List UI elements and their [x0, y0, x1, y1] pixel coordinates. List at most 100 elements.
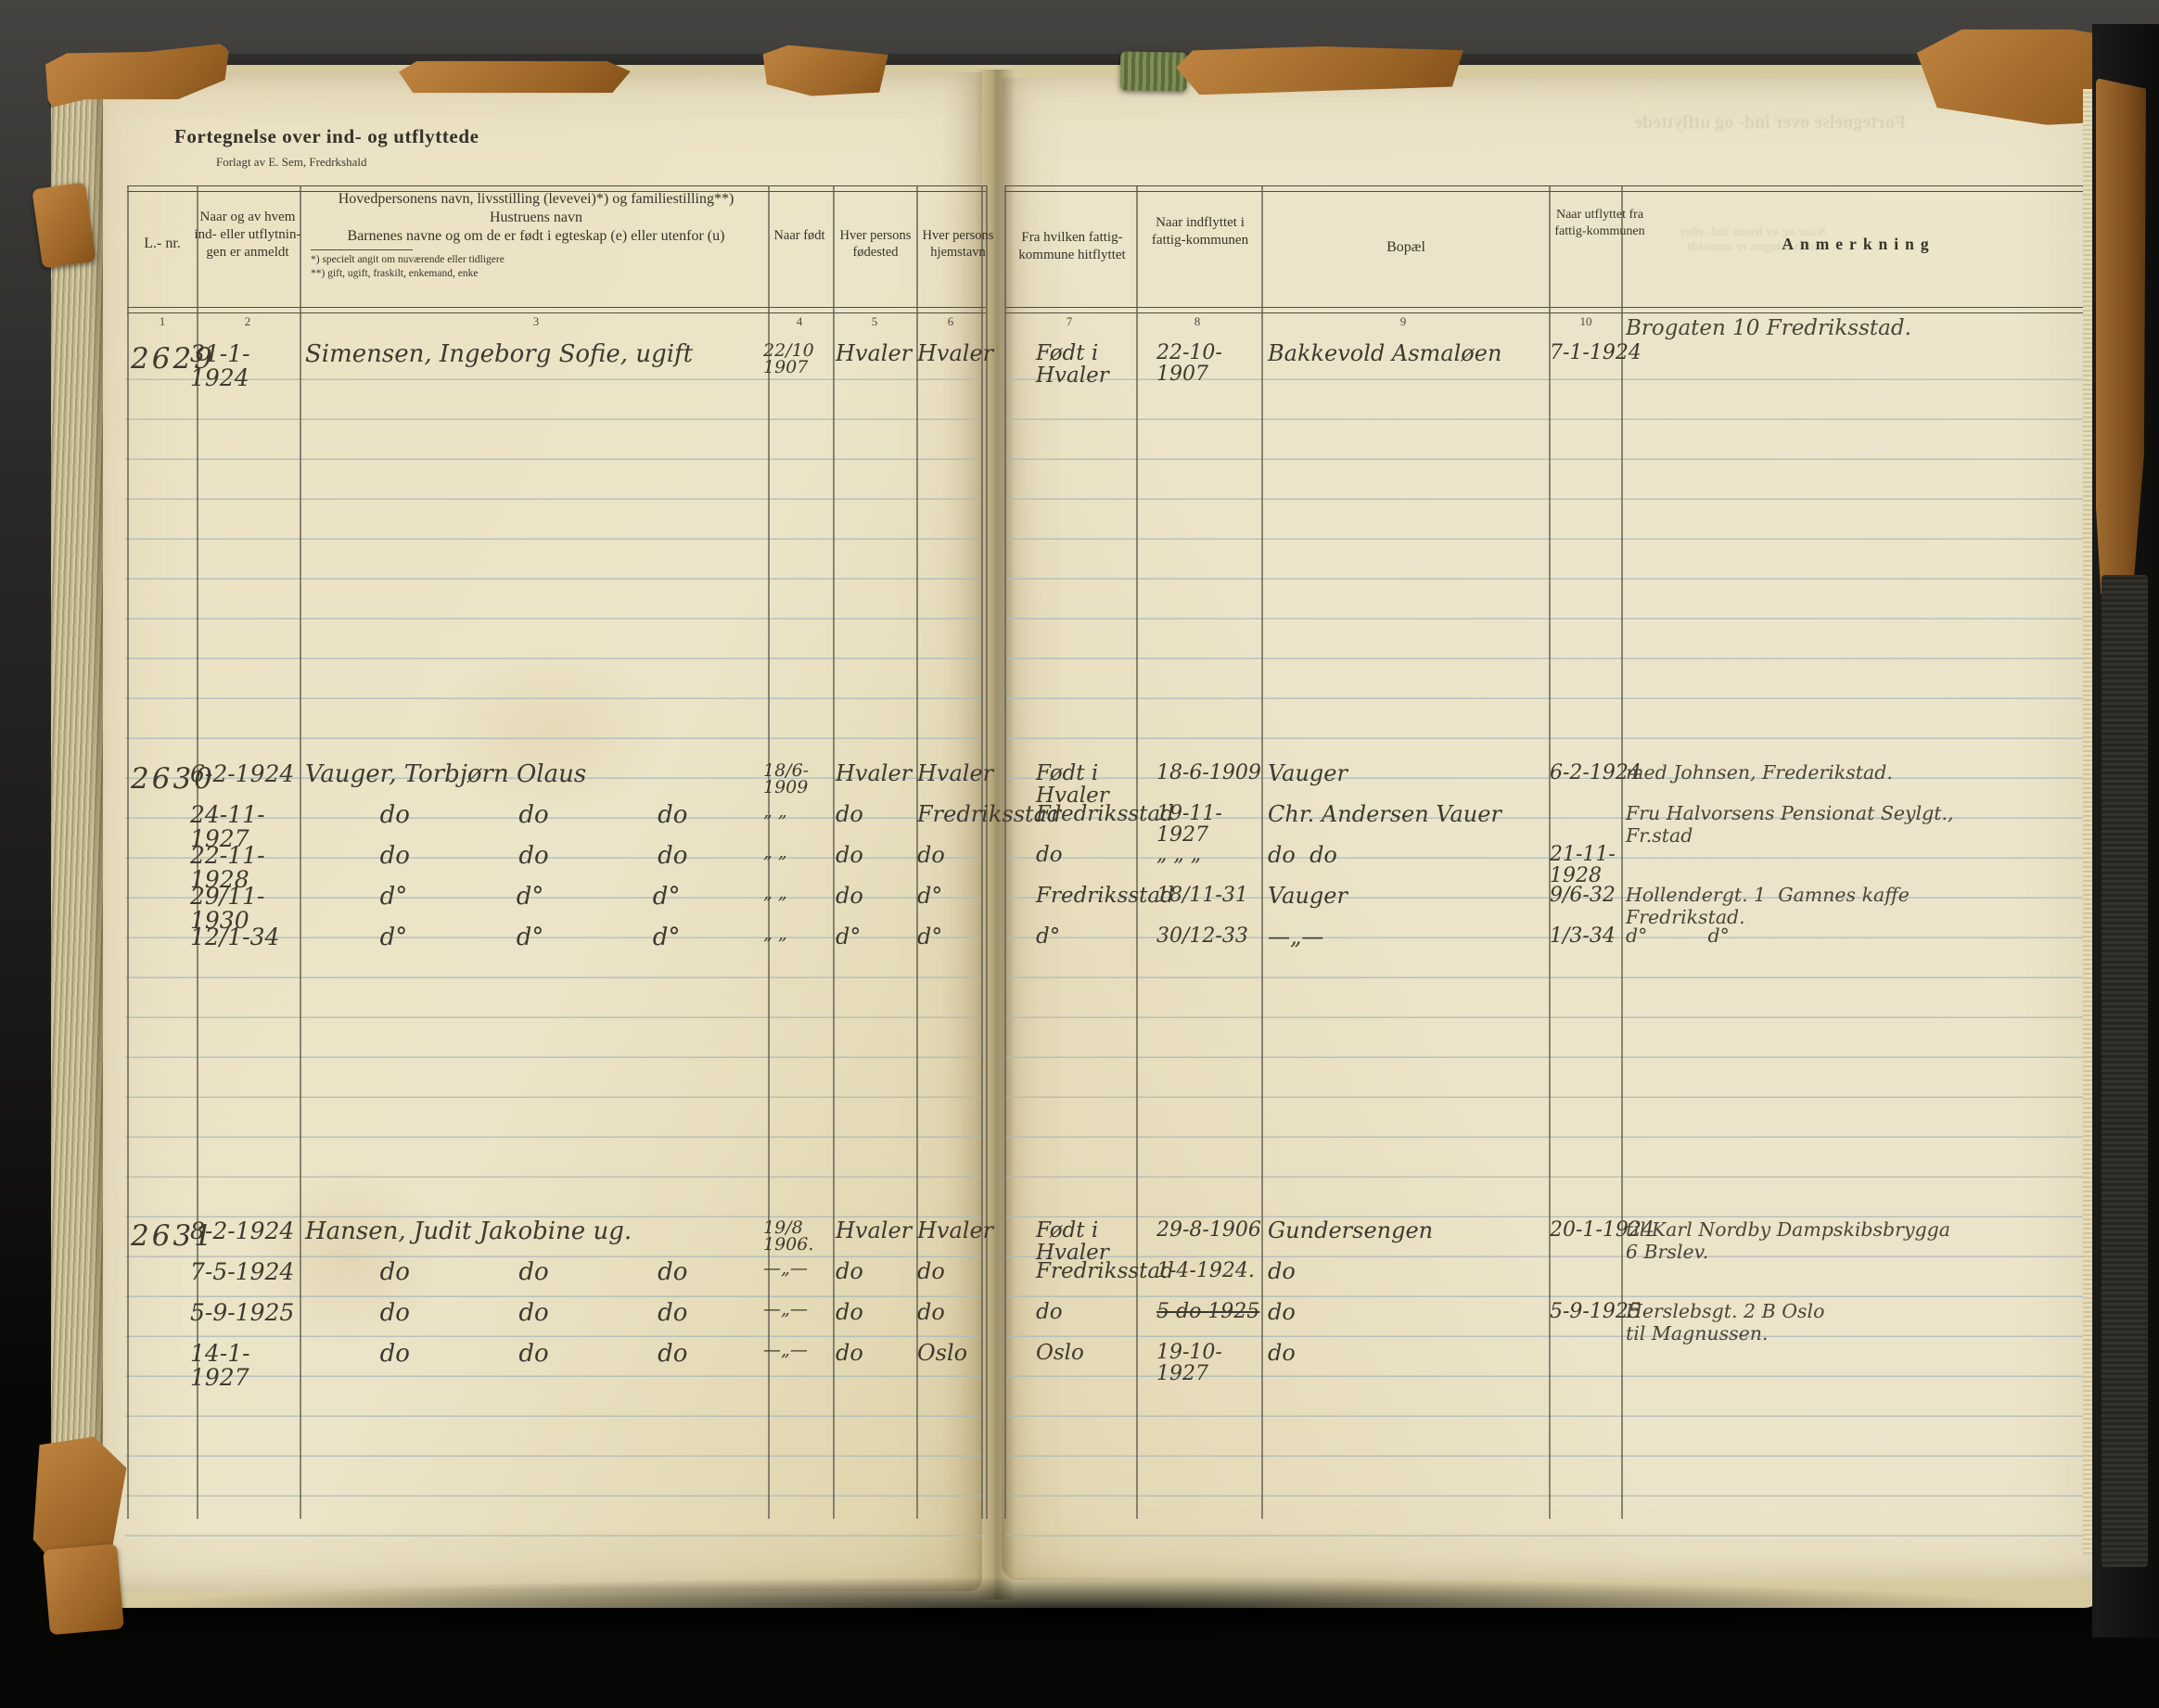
entry-cell-anm: Hollendergt. 1 Gamnes kaffe Fredrikstad.	[1626, 884, 1910, 928]
entry-cell-hjemstavn: do	[917, 1258, 945, 1284]
entry-cell-bopael: Chr. Andersen Vauer	[1268, 801, 1501, 827]
entry-cell-anmeldt: 29/11-1930	[190, 883, 265, 935]
entry-lnr: 2629	[131, 342, 215, 376]
register-spread: Fortegnelse over ind- og utflyttede Forl…	[97, 70, 2101, 1609]
entry-cell-fodt: „ „	[763, 842, 787, 862]
entry-cell-fra: Født i Hvaler	[1036, 1218, 1109, 1266]
entry-cell-fodested: Hvaler	[836, 760, 913, 786]
entry-cell-bopael: do	[1268, 1340, 1296, 1366]
entry-cell-anmeldt: 8-2-1924	[190, 1217, 295, 1244]
entry-line: 8-2-1924 Hansen, Judit Jakobine ug. 19/8 1…	[97, 1217, 2101, 1264]
entry-cell-bopael: —„—	[1268, 924, 1324, 950]
column-header-hustru: Hustruens navn	[490, 210, 582, 225]
entry-line: 5-9-1925 do do do —„— do do do 5 do 1925 do 5-9-…	[97, 1299, 2101, 1344]
entry-cell-fodt: „ „	[763, 801, 787, 822]
entry-cell-bopael: Gundersengen	[1268, 1217, 1434, 1243]
entry-line: 29/11-1930 d° d° d° „ „ do d° Fredriksstad 18/…	[97, 883, 2101, 933]
entry-cell-hjemstavn: d°	[917, 924, 943, 950]
footnote-1: *) specielt angit om nuværende eller tid…	[311, 254, 505, 265]
entry-cell-fra: do	[1036, 843, 1063, 867]
entry-cell-anmeldt: 12/1-34	[190, 924, 280, 950]
entry-line: 24-11-1927 do do do „ „ do Fredriksstad Fredr…	[97, 801, 2101, 851]
column-divider-line	[986, 185, 988, 1519]
footnote-2: **) gift, ugift, fraskilt, enkemand, enk…	[311, 267, 479, 279]
entry-cell-navn: Simensen, Ingeborg Sofie, ugift	[305, 340, 694, 368]
entry-cell-fodt: —„—	[763, 1258, 808, 1279]
column-header-fra-kommune: Fra hvilken fattig-kommune hitflyttet	[1018, 230, 1126, 262]
entry-cell-bopael: Bakkevold Asmaløen	[1268, 340, 1502, 366]
entry-cell-fra: Født i Hvaler	[1036, 341, 1109, 389]
entry-cell-ind: „ „ „	[1156, 843, 1202, 866]
register-entry: 2630 6-2-1924 Vauger, Torbjørn Olaus 18/6-1…	[97, 760, 2101, 964]
entry-cell-utflyttet: 6-2-1924	[1550, 761, 1642, 784]
entry-line: 6-2-1924 Vauger, Torbjørn Olaus 18/6-1909 H…	[97, 760, 2101, 807]
entry-cell-fra: do	[1036, 1300, 1063, 1324]
entry-cell-anmeldt: 31-1-1924	[190, 340, 250, 392]
entry-lnr: 2631	[131, 1219, 215, 1253]
entry-cell-anmeldt: 24-11-1927	[190, 801, 265, 853]
binding-tape-striped	[1119, 51, 1188, 92]
entry-cell-ind: 30/12-33	[1156, 924, 1248, 948]
book-shadow	[121, 1576, 2059, 1641]
entry-cell-hjemstavn: Fredriksstad	[917, 801, 1062, 827]
entry-cell-navn: d° d° d°	[379, 924, 681, 951]
entry-cell-fra: Fredriksstad	[1036, 884, 1174, 908]
entry-cell-bopael: Vauger	[1268, 760, 1348, 786]
entry-cell-ind: 1-4-1924.	[1156, 1259, 1255, 1282]
column-divider-line	[1136, 185, 1138, 1519]
column-number-5: 5	[871, 314, 878, 328]
entry-cell-fodt: „ „	[763, 883, 787, 903]
column-number-3: 3	[532, 314, 540, 328]
column-divider-line	[768, 185, 770, 1519]
column-header-fodt: Naar født	[773, 228, 825, 243]
entry-line: 31-1-1924 Simensen, Ingeborg Sofie, ugift…	[97, 316, 2101, 390]
column-number-8: 8	[1194, 314, 1201, 328]
entry-line: 7-5-1924 do do do —„— do do Fredriksstad 1-4-1…	[97, 1258, 2101, 1299]
footnote-divider	[311, 249, 413, 250]
entry-cell-navn: Vauger, Torbjørn Olaus	[305, 760, 587, 788]
column-header-lnr: L.- nr.	[144, 236, 181, 251]
column-number-2: 2	[244, 314, 251, 328]
column-divider-line	[1004, 185, 1006, 1519]
entry-cell-hjemstavn: Hvaler	[917, 760, 994, 786]
column-number-9: 9	[1399, 314, 1407, 328]
column-divider-line	[916, 185, 918, 1519]
entry-cell-anm: til Karl Nordby Dampskibsbrygga 6 Brslev…	[1626, 1218, 1951, 1263]
entry-cell-hjemstavn: d°	[917, 883, 943, 909]
entry-cell-anm: med Johnsen, Frederikstad.	[1626, 761, 1893, 784]
entry-cell-navn: do do do	[379, 1340, 688, 1368]
entry-cell-fodested: do	[836, 1258, 863, 1284]
entry-cell-hjemstavn: Hvaler	[917, 1217, 994, 1243]
entry-line: 22-11-1928 do do do „ „ do do do „ „ „ do do 21-…	[97, 842, 2101, 892]
entry-cell-fodested: Hvaler	[836, 340, 913, 366]
entry-cell-utflyttet: 5-9-1925	[1550, 1300, 1642, 1323]
entry-cell-ind: 18-6-1909	[1156, 761, 1261, 784]
entry-cell-fra: Oslo	[1036, 1341, 1084, 1365]
entry-cell-hjemstavn: do	[917, 1299, 945, 1325]
column-header-navn-main: Hovedpersonens navn, livsstilling (levev…	[338, 191, 735, 207]
entry-cell-ind: 19-11-1927	[1156, 802, 1222, 848]
entry-cell-utflyttet: 21-11-1928	[1550, 843, 1616, 888]
column-number-1: 1	[159, 314, 166, 328]
entry-cell-anmeldt: 22-11-1928	[190, 842, 265, 894]
entry-cell-ind: 29-8-1906	[1156, 1218, 1261, 1242]
entry-cell-fodested: do	[836, 1340, 863, 1366]
entry-cell-fra: Født i Hvaler	[1036, 761, 1109, 809]
binding-tape	[32, 182, 96, 269]
entry-cell-navn: do do do	[379, 1258, 688, 1286]
entry-cell-ind: 22-10-1907	[1156, 341, 1222, 387]
entry-cell-navn: d° d° d°	[379, 883, 681, 911]
column-number-4: 4	[796, 314, 803, 328]
entry-cell-utflyttet: 9/6-32	[1550, 884, 1616, 907]
column-header-anmerkning: Anmerkning	[1782, 235, 1935, 253]
entry-cell-fodt: 19/8 1906.	[763, 1217, 814, 1256]
leather-spine-strip	[2096, 78, 2146, 616]
ruled-lines-left	[125, 340, 983, 1546]
entry-cell-fra: Fredriksstad	[1036, 802, 1174, 826]
column-divider-line	[127, 185, 129, 1519]
entry-cell-fodested: do	[836, 801, 863, 827]
column-header-hjemstavn: Hver persons hjemstavn	[922, 228, 994, 261]
entry-cell-fodested: d°	[836, 924, 862, 950]
entry-cell-fodt: 18/6-1909	[763, 760, 810, 798]
